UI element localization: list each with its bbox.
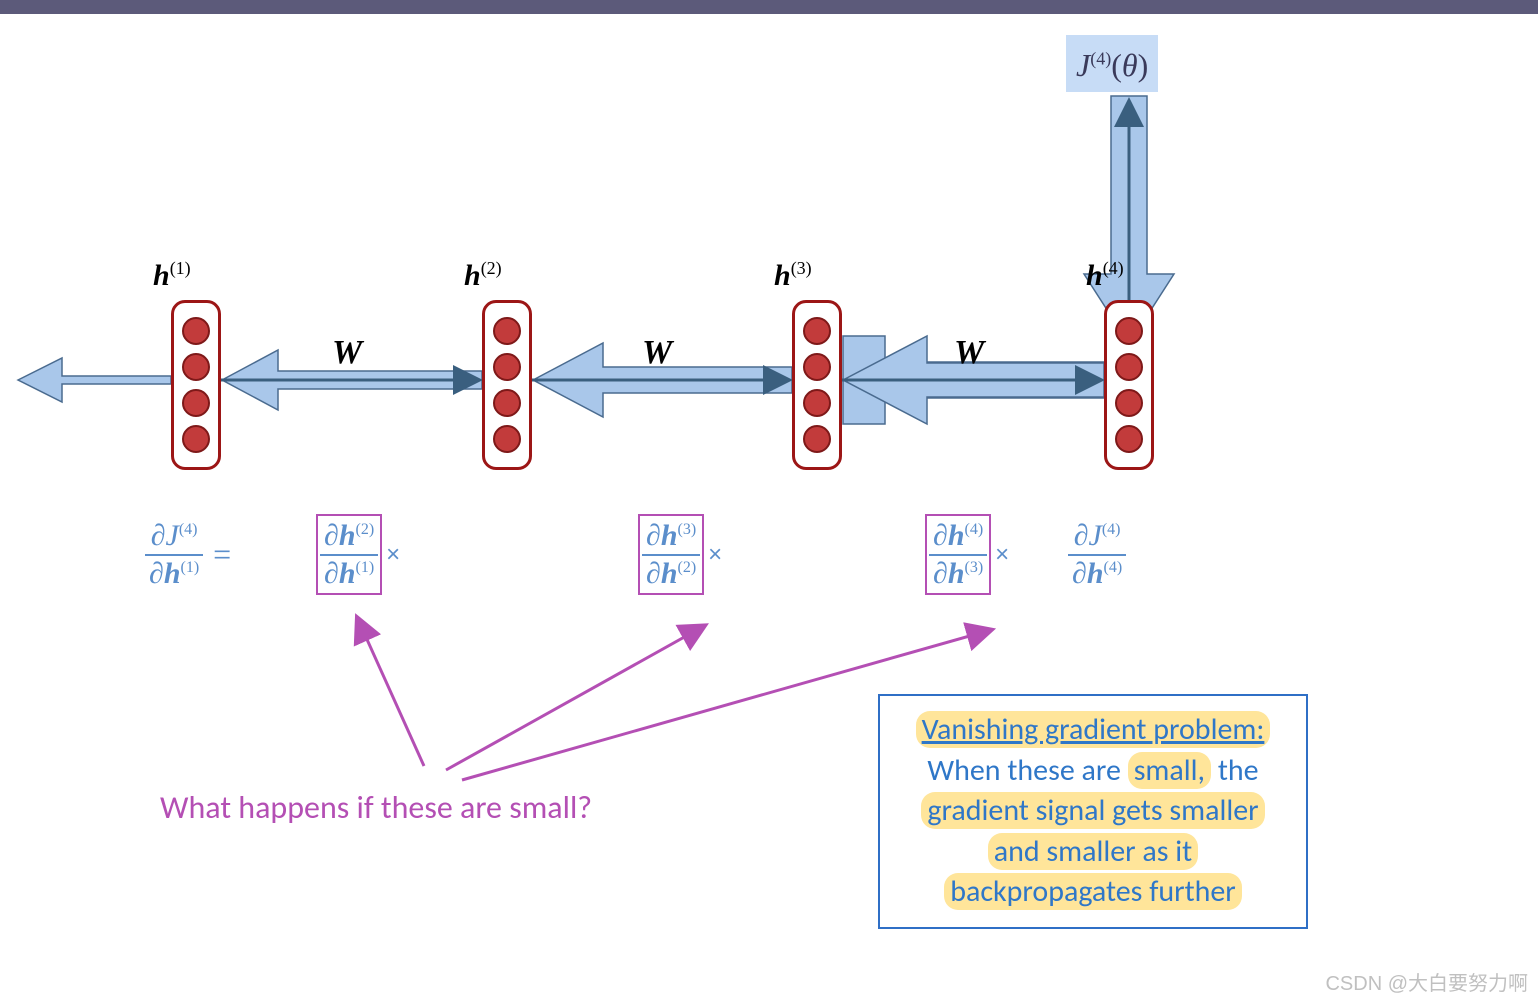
equation-term1: ∂h(2) ∂h(1) × — [316, 514, 400, 595]
question-text: What happens if these are small? — [160, 788, 592, 827]
equation-term2: ∂h(3) ∂h(2) × — [638, 514, 722, 595]
equation-term3: ∂h(4) ∂h(3) × — [925, 514, 1009, 595]
purple-1 — [365, 635, 424, 766]
equation-lhs: ∂J(4) ∂h(1) = — [145, 520, 237, 589]
watermark: CSDN @大白要努力啊 — [1325, 967, 1528, 996]
node-h3 — [792, 300, 842, 470]
back-arrow-1 — [18, 358, 171, 402]
label-h1: h(1) — [153, 258, 191, 293]
node-h4 — [1104, 300, 1154, 470]
loss-box: J(4)(θ) — [1066, 35, 1158, 92]
label-h2: h(2) — [464, 258, 502, 293]
node-h1 — [171, 300, 221, 470]
label-h4: h(4) — [1086, 258, 1124, 293]
label-h3: h(3) — [774, 258, 812, 293]
w-label-34: W — [954, 334, 984, 372]
w-label-12: W — [332, 334, 362, 372]
equation-rhs: ∂J(4) ∂h(4) — [1068, 520, 1126, 589]
annotation-box: Vanishing gradient problem: When these a… — [878, 694, 1308, 929]
w-label-23: W — [642, 334, 672, 372]
node-h2 — [482, 300, 532, 470]
